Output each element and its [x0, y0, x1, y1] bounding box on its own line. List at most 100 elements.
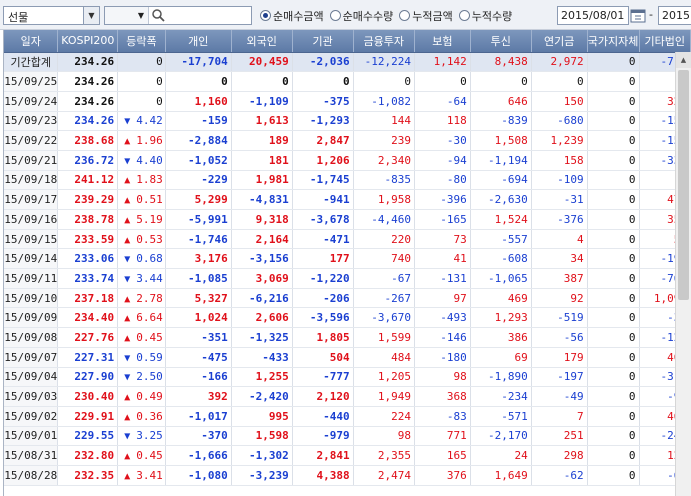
radio-button-icon[interactable] [329, 10, 341, 21]
date-cell: 15/09/18 [4, 170, 59, 191]
up-triangle-icon: ▲ [124, 411, 131, 423]
table-row[interactable]: 15/09/03 230.40 ▲ 0.49 392 -2,420 2,120 1,949 36… [4, 386, 691, 407]
change-value: 0.36 [136, 409, 163, 423]
radio-option-1[interactable]: 순매수수량 [329, 8, 393, 24]
value-cell: 771 [414, 426, 471, 447]
value-cell: 158 [531, 150, 588, 171]
start-date-input[interactable]: 2015/08/01 [557, 6, 629, 25]
value-cell: -835 [353, 170, 415, 191]
value-cell: -2,630 [470, 189, 532, 210]
change-value: 2.78 [136, 291, 163, 305]
change-value: 0 [156, 55, 163, 69]
radio-button-icon[interactable] [399, 10, 411, 21]
table-row[interactable]: 15/09/14 233.06 ▼ 0.68 3,176 -3,156 177 740 41 -6… [4, 248, 691, 270]
value-cell: -1,194 [470, 150, 532, 171]
market-select[interactable]: 선물 ▼ [3, 6, 100, 25]
table-row[interactable]: 15/09/08 227.76 ▲ 0.45 -351 -1,325 1,805 1,599-… [4, 327, 691, 348]
column-header[interactable]: 일자 [4, 30, 59, 53]
value-cell: 0 [587, 189, 640, 210]
value-cell: 98 [414, 367, 471, 388]
value-cell: -197 [531, 367, 588, 388]
down-triangle-icon: ▼ [124, 372, 131, 384]
table-row[interactable]: 15/09/22 238.68 ▲ 1.96 -2,884 189 2,847 239 -30 1… [4, 130, 691, 151]
table-row[interactable]: 15/09/09 234.40 ▲ 6.64 1,024 2,606 -3,596 -3,67… [4, 307, 691, 329]
kospi200-cell: 229.91 [57, 406, 119, 427]
table-row[interactable]: 15/09/24 234.26 0 1,160 -1,109 -375 -1,082 -64 6… [4, 91, 691, 112]
column-header[interactable]: 외국인 [231, 30, 293, 53]
chevron-down-icon[interactable]: ▼ [137, 11, 145, 20]
column-header[interactable]: 등락폭 [117, 30, 166, 53]
chevron-down-icon[interactable]: ▼ [83, 7, 99, 24]
change-value: 5.19 [136, 212, 163, 226]
value-cell: 0 [587, 91, 640, 112]
table-row[interactable]: 15/09/01 229.55 ▼ 3.25 -370 1,598 -979 98 771 -2,… [4, 426, 691, 447]
value-cell: 177 [292, 248, 354, 270]
value-cell: 189 [231, 130, 293, 151]
kospi200-cell: 239.29 [57, 189, 119, 210]
change-cell: ▼ 4.40 [117, 150, 166, 171]
column-header[interactable]: 투신 [470, 30, 532, 53]
code-type-select[interactable]: ▼ [105, 7, 149, 24]
value-cell: 0 [292, 71, 354, 92]
value-cell: -1,109 [231, 91, 293, 112]
column-header[interactable]: 연기금 [531, 30, 588, 53]
value-cell: 1,024 [165, 307, 232, 329]
date-cell: 15/09/24 [4, 91, 59, 112]
column-header[interactable]: 금융투자 [353, 30, 415, 53]
scrollbar-thumb[interactable] [678, 70, 689, 300]
table-row[interactable]: 15/09/16 238.78 ▲ 5.19 -5,991 9,318 -3,678 -4,4… [4, 209, 691, 230]
table-row[interactable]: 15/09/10 237.18 ▲ 2.78 5,327 -6,216 -206 -267 97… [4, 288, 691, 309]
radio-button-icon[interactable] [260, 10, 271, 21]
period-total-row[interactable]: 기간합계 234.26 0 -17,704 20,459 -2,036 -12,224 1,1… [4, 52, 691, 73]
radio-label: 누적금액 [412, 9, 453, 23]
column-header[interactable]: KOSPI200 [57, 30, 119, 53]
kospi200-cell: 227.76 [57, 327, 119, 348]
column-header[interactable]: 기관 [292, 30, 354, 53]
value-cell: 1,958 [353, 189, 415, 210]
code-search-box[interactable]: ▼ [104, 6, 252, 25]
change-value: 0.49 [136, 390, 163, 404]
kospi200-cell: 233.06 [57, 248, 119, 270]
change-cell: ▲ 0.51 [117, 189, 166, 210]
column-header[interactable]: 개인 [165, 30, 232, 53]
calendar-icon[interactable] [630, 7, 646, 24]
end-date-input[interactable]: 2015 [658, 6, 691, 25]
value-cell: -471 [292, 229, 354, 250]
value-cell: 251 [531, 426, 588, 447]
table-row[interactable]: 15/09/21 236.72 ▼ 4.40 -1,052 181 1,206 2,340 -9… [4, 150, 691, 171]
value-cell: -1,017 [165, 406, 232, 427]
scroll-up-icon[interactable]: ▲ [676, 52, 691, 68]
table-row[interactable]: 15/09/02 229.91 ▲ 0.36 -1,017 995 -440 224 -83 -5… [4, 406, 691, 427]
table-row[interactable]: 15/09/07 227.31 ▼ 0.59 -475 -433 504 484 -180 69 1… [4, 347, 691, 368]
change-cell: 0 [117, 52, 166, 73]
table-row[interactable]: 15/09/17 239.29 ▲ 0.51 5,299 -4,831 -941 1,958-… [4, 189, 691, 210]
table-row[interactable]: 15/09/23 234.26 ▼ 4.42 -159 1,613 -1,293 144 118… [4, 111, 691, 132]
column-header[interactable]: 기타법인 [639, 30, 691, 53]
table-row[interactable]: 15/08/31 232.80 ▲ 0.45 -1,666 -1,302 2,841 2,35… [4, 445, 691, 466]
radio-option-2[interactable]: 누적금액 [399, 8, 453, 24]
table-row[interactable]: 15/09/04 227.90 ▼ 2.50 -166 1,255 -777 1,205 98-… [4, 367, 691, 388]
search-icon[interactable] [151, 8, 165, 22]
table-row[interactable]: 15/09/11 233.74 ▼ 3.44 -1,085 3,069 -1,220 -67-… [4, 268, 691, 289]
down-triangle-icon: ▼ [124, 155, 131, 167]
radio-option-3[interactable]: 누적수량 [458, 8, 512, 24]
radio-button-icon[interactable] [458, 10, 470, 21]
table-row[interactable]: 15/08/28 232.35 ▲ 3.41 -1,080 -3,239 4,388 2,47… [4, 465, 691, 486]
kospi200-cell: 230.40 [57, 386, 119, 407]
column-header[interactable]: 국가지자체 [587, 30, 640, 53]
value-cell: -376 [531, 209, 588, 230]
table-row[interactable]: 15/09/18 241.12 ▲ 1.83 -229 1,981 -1,745 -835 -8… [4, 170, 691, 191]
column-header[interactable]: 보험 [414, 30, 471, 53]
value-cell: 368 [414, 386, 471, 407]
value-cell: 0 [587, 386, 640, 407]
radio-option-0[interactable]: 순매수금액 [260, 8, 324, 24]
value-cell: 0 [587, 288, 640, 309]
value-cell: 144 [353, 111, 415, 132]
vertical-scrollbar[interactable]: ▲ [675, 52, 691, 496]
table-row[interactable]: 15/09/15 233.59 ▲ 0.53 -1,746 2,164 -471 220 73-… [4, 229, 691, 250]
value-cell: -941 [292, 189, 354, 210]
value-cell: 0 [587, 170, 640, 191]
value-cell: -433 [231, 347, 293, 368]
value-cell: 0 [587, 229, 640, 250]
